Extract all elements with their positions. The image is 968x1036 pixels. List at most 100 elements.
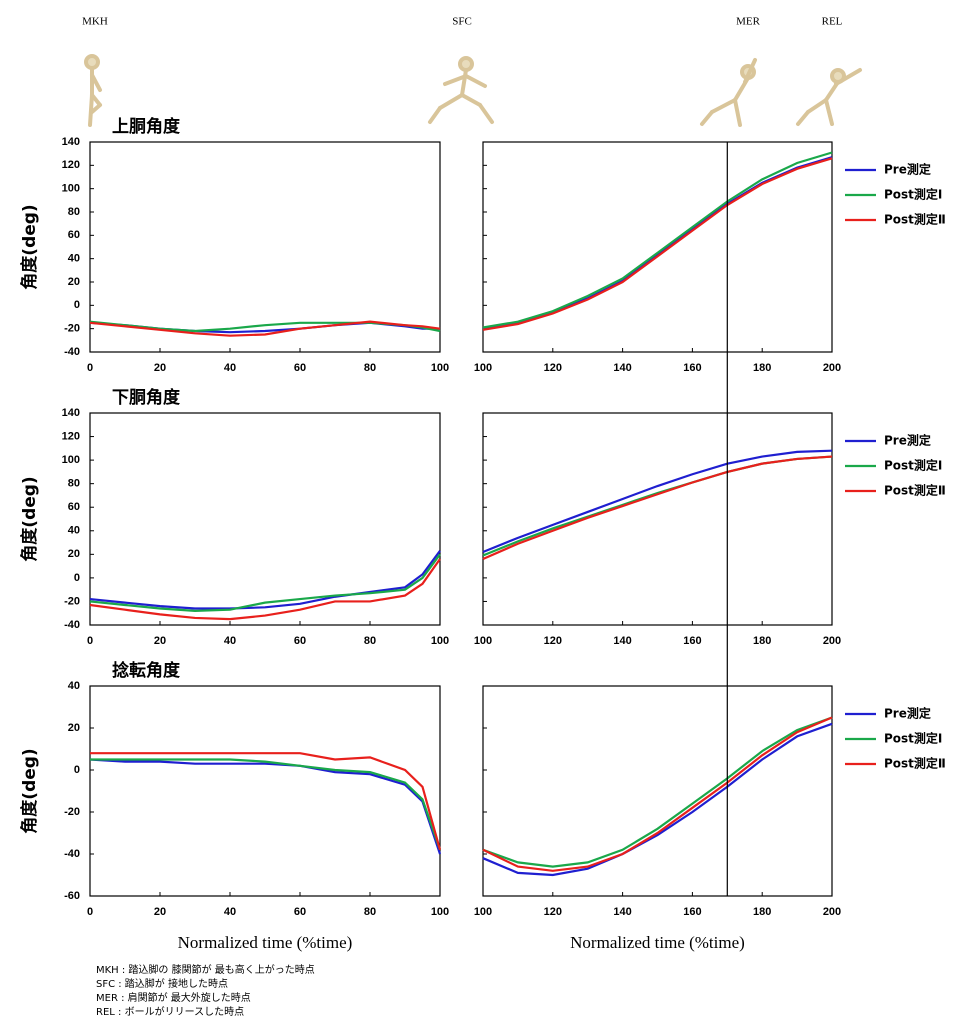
- x-tick-label: 120: [544, 635, 562, 647]
- legend-label: Post測定Ⅰ: [884, 731, 942, 746]
- phase-label: MKH: [82, 16, 108, 28]
- phase-label: MER: [736, 16, 761, 28]
- x-tick-label: 60: [294, 362, 306, 374]
- x-tick-label: 200: [823, 635, 841, 647]
- x-tick-label: 20: [154, 362, 166, 374]
- plot-frame: [482, 141, 833, 353]
- phase-label: SFC: [452, 16, 472, 28]
- x-tick-label: 180: [753, 906, 771, 918]
- series-line: [89, 558, 441, 621]
- series-line: [482, 157, 833, 331]
- y-tick-label: 0: [74, 572, 80, 584]
- x-tick-label: 20: [154, 635, 166, 647]
- x-tick-label: 100: [474, 362, 492, 374]
- footnote: REL : ボールがリリースした時点: [96, 1005, 244, 1018]
- y-tick-label: 0: [74, 299, 80, 311]
- series-line: [482, 151, 833, 329]
- legend-label: Pre測定: [884, 433, 931, 448]
- series-line: [482, 722, 833, 877]
- footnote: MER : 肩関節が 最大外旋した時点: [96, 991, 251, 1004]
- x-tick-label: 160: [683, 635, 701, 647]
- y-tick-label: 80: [68, 478, 80, 490]
- series-line: [482, 455, 833, 557]
- series-line: [482, 449, 833, 553]
- plot-frame: [89, 685, 441, 897]
- y-tick-label: -60: [64, 890, 80, 902]
- series-line: [89, 758, 442, 855]
- y-axis-label: 角度(deg): [19, 748, 40, 833]
- x-tick-label: 80: [364, 906, 376, 918]
- x-tick-label: 80: [364, 362, 376, 374]
- series-line: [89, 320, 441, 337]
- skeleton-mer: [700, 58, 757, 127]
- plot-frame: [89, 141, 441, 353]
- y-axis-label: 角度(deg): [19, 204, 40, 289]
- x-tick-label: 80: [364, 635, 376, 647]
- y-tick-label: 20: [68, 548, 80, 560]
- x-tick-label: 200: [823, 906, 841, 918]
- y-tick-label: -40: [64, 346, 80, 358]
- skeleton-sfc: [428, 56, 494, 124]
- y-tick-label: 20: [68, 722, 80, 734]
- legend-label: Pre測定: [884, 162, 931, 177]
- x-tick-label: 20: [154, 906, 166, 918]
- phase-label: REL: [822, 16, 843, 28]
- series-line: [482, 716, 833, 868]
- y-tick-label: -20: [64, 323, 80, 335]
- y-tick-label: 120: [62, 159, 80, 171]
- panel-title: 捻転角度: [112, 660, 181, 681]
- plot-frame: [482, 412, 833, 626]
- x-tick-label: 100: [431, 635, 449, 647]
- series-line: [90, 752, 442, 851]
- y-tick-label: 100: [62, 454, 80, 466]
- x-tick-label: 140: [613, 362, 631, 374]
- x-tick-label: 140: [613, 635, 631, 647]
- y-tick-label: 60: [68, 229, 80, 241]
- y-tick-label: -40: [64, 619, 80, 631]
- y-axis-label: 角度(deg): [19, 476, 40, 561]
- x-tick-label: 60: [294, 906, 306, 918]
- y-tick-label: 40: [68, 680, 80, 692]
- x-tick-label: 0: [87, 362, 93, 374]
- x-tick-label: 160: [683, 362, 701, 374]
- plot-frame: [89, 412, 441, 626]
- x-tick-label: 100: [431, 906, 449, 918]
- y-tick-label: 20: [68, 276, 80, 288]
- legend-label: Pre測定: [884, 706, 931, 721]
- footnote: MKH : 踏込脚の 膝関節が 最も高く上がった時点: [96, 963, 315, 976]
- panel-title: 下胴角度: [112, 387, 181, 408]
- x-tick-label: 100: [431, 362, 449, 374]
- footnote: SFC : 踏込脚が 接地した時点: [96, 977, 228, 990]
- skeleton-mkh: [84, 54, 102, 127]
- plot-frame: [482, 685, 833, 897]
- legend-label: Post測定Ⅱ: [884, 212, 946, 227]
- x-tick-label: 60: [294, 635, 306, 647]
- y-tick-label: 80: [68, 206, 80, 218]
- legend-label: Post測定Ⅱ: [884, 483, 946, 498]
- y-tick-label: 40: [68, 525, 80, 537]
- series-line: [89, 553, 441, 612]
- y-tick-label: 120: [62, 430, 80, 442]
- skeleton-rel: [796, 68, 862, 126]
- series-line: [89, 550, 441, 610]
- series-line: [482, 716, 833, 872]
- series-line: [90, 758, 442, 851]
- x-tick-label: 140: [613, 906, 631, 918]
- x-tick-label: 100: [474, 635, 492, 647]
- panel-title: 上胴角度: [112, 116, 181, 137]
- series-line: [482, 156, 833, 330]
- x-tick-label: 0: [87, 635, 93, 647]
- x-tick-label: 160: [683, 906, 701, 918]
- x-tick-label: 120: [544, 362, 562, 374]
- y-tick-label: -40: [64, 848, 80, 860]
- y-tick-label: 140: [62, 136, 80, 148]
- legend-label: Post測定Ⅱ: [884, 756, 946, 771]
- x-tick-label: 120: [544, 906, 562, 918]
- y-tick-label: -20: [64, 806, 80, 818]
- x-axis-label: Normalized time (%time): [178, 933, 353, 952]
- x-tick-label: 40: [224, 635, 236, 647]
- y-tick-label: 140: [62, 407, 80, 419]
- y-tick-label: 40: [68, 253, 80, 265]
- y-tick-label: 60: [68, 501, 80, 513]
- x-tick-label: 200: [823, 362, 841, 374]
